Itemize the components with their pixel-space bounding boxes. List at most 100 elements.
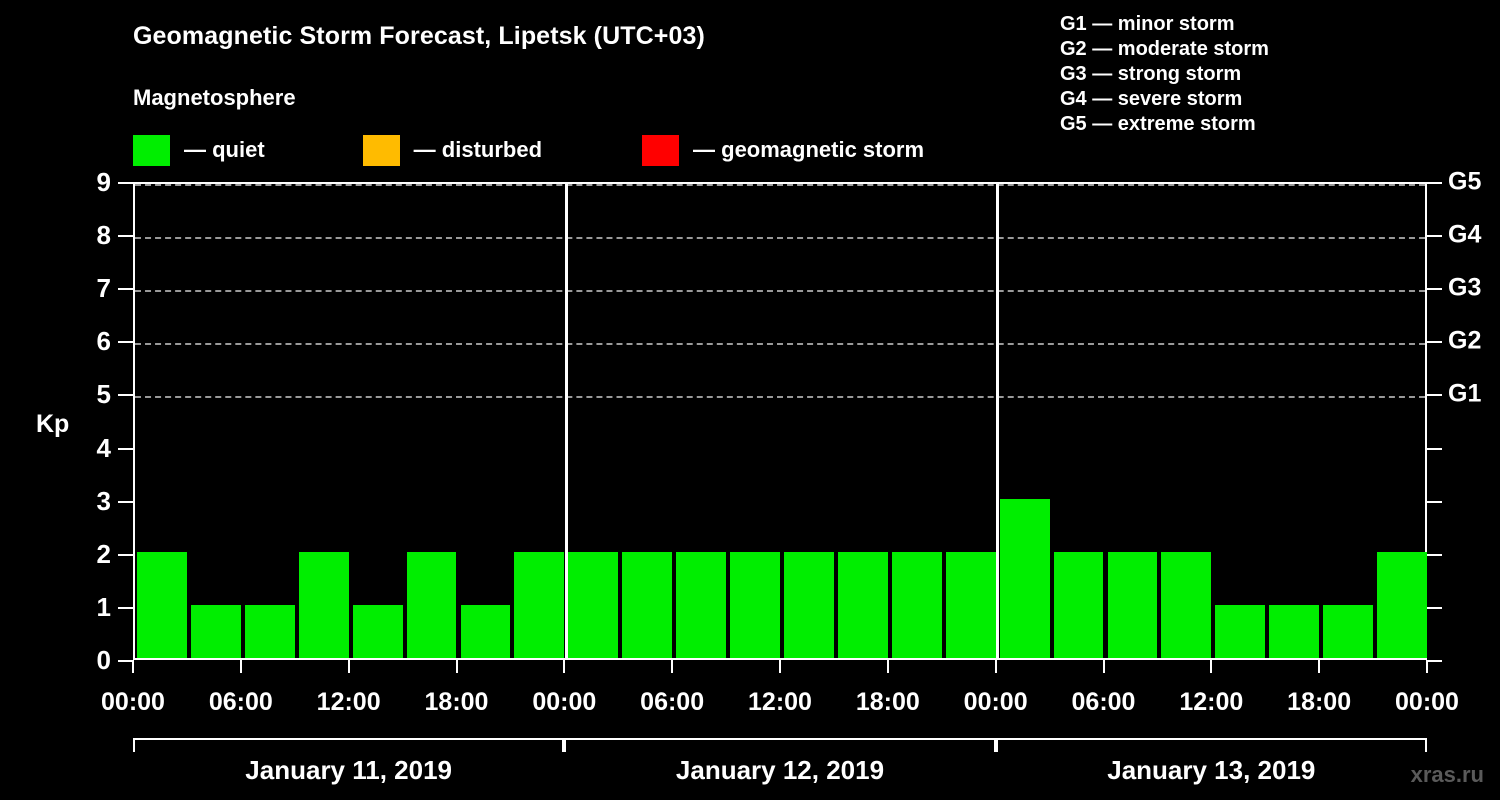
bar xyxy=(1269,604,1320,658)
y-tick-mark-6 xyxy=(118,341,133,344)
g-scale-row-g4: G4 — severe storm xyxy=(1060,88,1243,110)
y-tick-label-8: 8 xyxy=(96,220,111,251)
gridline-kp-9 xyxy=(135,184,1425,186)
x-tick-label-2: 12:00 xyxy=(316,688,381,716)
x-tick-mark-7 xyxy=(886,660,889,673)
g-axis-tick-mark-G4 xyxy=(1427,235,1442,238)
bar xyxy=(137,551,187,658)
g-scale-row-g3: G3 — strong storm xyxy=(1060,63,1242,85)
x-tick-label-1: 06:00 xyxy=(208,688,273,716)
x-tick-mark-3 xyxy=(455,660,458,673)
legend-item-quiet: — quiet xyxy=(133,132,265,168)
y-tick-label-1: 1 xyxy=(96,591,111,622)
quiet-color-swatch xyxy=(133,134,170,166)
x-tick-label-11: 18:00 xyxy=(1287,688,1352,716)
bar xyxy=(244,604,295,658)
legend-label-geomagnetic-storm: — geomagnetic storm xyxy=(693,137,925,162)
x-tick-label-9: 06:00 xyxy=(1071,688,1136,716)
g-scale-legend: G1 — minor storm G2 — moderate storm G3 … xyxy=(1060,12,1480,137)
legend-item-disturbed: — disturbed xyxy=(362,132,542,168)
bar xyxy=(676,551,727,658)
bar xyxy=(891,551,942,658)
g-axis-tick-label-G1: G1 xyxy=(1448,379,1482,408)
g-scale-row-g5: G5 — extreme storm xyxy=(1060,113,1256,135)
x-tick-mark-10 xyxy=(1210,660,1213,673)
day-separator xyxy=(996,184,1000,658)
x-tick-label-4: 00:00 xyxy=(532,688,597,716)
bar xyxy=(406,551,457,658)
x-tick-label-6: 12:00 xyxy=(748,688,812,716)
day-bracket-1 xyxy=(133,738,565,752)
chart-subtitle: Magnetosphere xyxy=(133,85,296,110)
y-tick-mark-3 xyxy=(118,500,133,503)
bar xyxy=(460,604,511,658)
activity-legend: — quiet — disturbed — geomagnetic storm xyxy=(133,132,924,168)
y-tick-label-3: 3 xyxy=(96,485,111,516)
y-axis-title: Kp xyxy=(36,410,70,438)
x-tick-label-5: 06:00 xyxy=(640,688,705,716)
day-label-3: January 13, 2019 xyxy=(1107,755,1316,785)
g-axis-minor-tick-0 xyxy=(1427,660,1442,662)
x-tick-mark-8 xyxy=(994,660,997,673)
x-tick-mark-1 xyxy=(239,660,242,673)
y-tick-label-6: 6 xyxy=(96,326,111,357)
bar xyxy=(837,551,888,658)
x-tick-label-7: 18:00 xyxy=(855,688,920,716)
bar xyxy=(190,604,241,658)
day-bracket-2 xyxy=(564,738,996,752)
y-tick-label-0: 0 xyxy=(96,645,111,675)
bar xyxy=(352,604,403,658)
bars-layer xyxy=(135,184,1427,658)
bar xyxy=(1107,551,1158,658)
g-axis-minor-tick-4 xyxy=(1427,447,1442,450)
g-axis-tick-mark-G2 xyxy=(1427,341,1442,344)
day-bracket-3 xyxy=(995,738,1427,752)
y-tick-mark-2 xyxy=(118,553,133,556)
bar xyxy=(298,551,349,658)
y-tick-label-5: 5 xyxy=(96,379,111,410)
storm-color-swatch xyxy=(642,134,680,166)
bar xyxy=(999,498,1050,658)
bar xyxy=(1161,551,1212,658)
y-tick-mark-8 xyxy=(118,235,133,238)
g-axis-tick-label-G2: G2 xyxy=(1448,326,1482,355)
g-scale-row-g1: G1 — minor storm xyxy=(1060,13,1235,35)
bar xyxy=(568,551,619,658)
x-tick-mark-4 xyxy=(563,660,566,673)
watermark: xras.ru xyxy=(1410,762,1484,787)
day-label-1: January 11, 2019 xyxy=(245,755,453,785)
x-tick-label-3: 18:00 xyxy=(424,688,489,716)
y-tick-label-4: 4 xyxy=(96,432,111,463)
legend-label-quiet: — quiet xyxy=(184,137,265,162)
legend-item-geomagnetic-storm: — geomagnetic storm xyxy=(642,132,924,168)
y-tick-mark-5 xyxy=(118,394,133,397)
gridline-kp-7 xyxy=(135,290,1425,293)
x-tick-mark-12 xyxy=(1426,660,1428,673)
x-tick-label-0: 00:00 xyxy=(101,688,165,716)
bar xyxy=(784,551,834,658)
g-axis-tick-label-G4: G4 xyxy=(1448,220,1482,249)
y-tick-mark-4 xyxy=(118,447,133,450)
gridline-kp-5 xyxy=(135,396,1425,399)
plot-area xyxy=(133,182,1427,660)
g-axis-tick-mark-G5 xyxy=(1427,182,1442,184)
y-tick-mark-0 xyxy=(118,660,133,662)
g-scale-row-g2: G2 — moderate storm xyxy=(1060,38,1269,60)
y-tick-mark-1 xyxy=(118,606,133,609)
g-axis-minor-tick-2 xyxy=(1427,553,1442,556)
bar xyxy=(1377,551,1427,658)
x-tick-label-8: 00:00 xyxy=(963,688,1028,716)
g-axis-tick-mark-G3 xyxy=(1427,288,1442,291)
day-label-2: January 12, 2019 xyxy=(675,755,885,785)
g-axis-tick-label-G5: G5 xyxy=(1448,167,1482,196)
x-tick-label-12: 00:00 xyxy=(1395,688,1459,716)
x-tick-mark-9 xyxy=(1102,660,1105,673)
g-axis-tick-mark-G1 xyxy=(1427,394,1442,397)
bar xyxy=(730,551,780,658)
y-tick-mark-7 xyxy=(118,288,133,291)
x-tick-mark-2 xyxy=(347,660,350,673)
g-axis-minor-tick-3 xyxy=(1427,500,1442,503)
x-tick-mark-0 xyxy=(132,660,134,673)
disturbed-color-swatch xyxy=(362,134,400,166)
bar xyxy=(514,551,565,658)
